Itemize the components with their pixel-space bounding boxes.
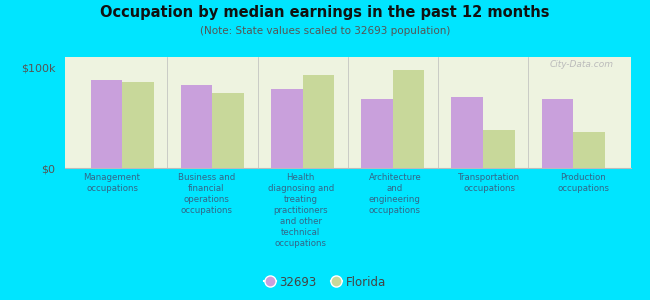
Text: Occupation by median earnings in the past 12 months: Occupation by median earnings in the pas…	[100, 4, 550, 20]
Bar	[122, 82, 154, 168]
Text: Management
occupations: Management occupations	[84, 172, 140, 193]
Text: Production
occupations: Production occupations	[558, 172, 610, 193]
Bar	[483, 130, 515, 168]
Bar	[573, 132, 604, 168]
Legend: 32693, Florida: 32693, Florida	[261, 273, 389, 291]
Text: City-Data.com: City-Data.com	[549, 60, 614, 69]
Bar	[213, 93, 244, 168]
Text: Business and
financial
operations
occupations: Business and financial operations occupa…	[177, 172, 235, 215]
Text: (Note: State values scaled to 32693 population): (Note: State values scaled to 32693 popu…	[200, 26, 450, 35]
Text: Health
diagnosing and
treating
practitioners
and other
technical
occupations: Health diagnosing and treating practitio…	[268, 172, 333, 248]
Text: Architecture
and
engineering
occupations: Architecture and engineering occupations	[369, 172, 421, 215]
Bar	[393, 70, 424, 168]
Bar	[91, 80, 122, 168]
Bar	[181, 85, 213, 168]
Bar	[303, 75, 334, 168]
Bar	[271, 89, 303, 168]
Text: Transportation
occupations: Transportation occupations	[458, 172, 520, 193]
Bar	[452, 98, 483, 168]
Bar	[361, 99, 393, 168]
Bar	[541, 99, 573, 168]
